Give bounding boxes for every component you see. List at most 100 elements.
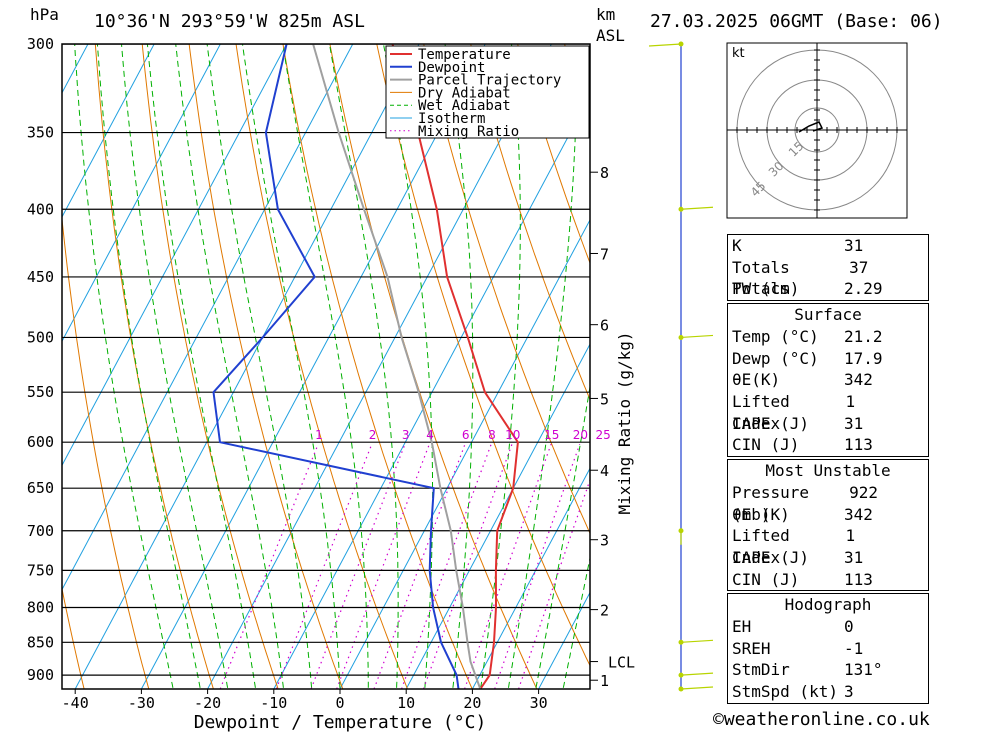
wet-adiabat-line [175, 44, 284, 688]
wet-adiabat-line [241, 44, 341, 688]
most-unstable-table: Most Unstable Pressure (mb) 922 θE (K) 342… [727, 459, 929, 592]
mixing-ratio-line [336, 443, 430, 689]
dry-adiabat-line [62, 586, 85, 689]
mixing-ratio-label: 3 [402, 428, 410, 442]
wet-adiabat-line [562, 555, 590, 688]
pressure-tick-label: 550 [27, 383, 54, 401]
asl-unit-label: ASL [596, 26, 625, 45]
dry-adiabat-line [923, 9, 1000, 690]
hodo-row: StmDir 131° [732, 660, 883, 680]
mixing-ratio-label: 1 [315, 428, 323, 442]
legend-entry: Mixing Ratio [418, 124, 519, 140]
mu-row: CAPE (J) 31 [732, 548, 864, 568]
pressure-tick-label: 650 [27, 479, 54, 497]
isotherm-line [62, 44, 221, 343]
mixing-ratio-label: 10 [505, 428, 520, 442]
km-tick-label: 3 [600, 532, 609, 550]
pressure-tick-label: 400 [27, 200, 54, 218]
mixing-ratio-line [219, 443, 319, 689]
x-tick-label: -40 [62, 694, 89, 712]
hodograph-unit: kt [732, 46, 745, 61]
pressure-tick-label: 450 [27, 268, 54, 286]
wet-adiabat-line [444, 44, 474, 688]
hodo-row: StmSpd (kt) 3 [732, 682, 854, 702]
mixing-ratio-label: 8 [488, 428, 496, 442]
legend-box [385, 45, 590, 139]
km-tick-label: 6 [600, 317, 609, 335]
hodograph-trace [798, 121, 824, 133]
surface-title: Surface [794, 305, 862, 324]
station-location: 10°36'N 293°59'W 825m ASL [94, 11, 365, 32]
pressure-tick-label: 350 [27, 124, 54, 142]
mixing-ratio-line [494, 443, 581, 689]
x-tick-label: -20 [194, 694, 221, 712]
mixing-ratio-line [373, 443, 466, 689]
dry-adiabat-line [235, 44, 408, 689]
mu-row: Pressure (mb) 922 [732, 483, 879, 524]
isotherm-line [62, 44, 89, 94]
isotherm-line [339, 218, 590, 689]
mixing-ratio-label: 15 [544, 428, 559, 442]
wind-barb-shaft [680, 334, 714, 339]
pressure-tick-label: 600 [27, 433, 54, 451]
mixing-ratio-line [464, 443, 552, 689]
mixing-ratio-line [275, 443, 373, 689]
mu-row: CIN (J) 113 [732, 569, 873, 589]
legend-entry: Dewpoint [418, 60, 485, 76]
dry-adiabat-line [0, 9, 19, 690]
km-tick-label: 4 [600, 462, 609, 480]
km-tick-label: 5 [600, 390, 609, 408]
dry-adiabat-line [188, 44, 344, 689]
dry-adiabat-line [94, 44, 214, 689]
wind-barb-shaft [680, 686, 714, 690]
dry-adiabat-line [282, 44, 473, 689]
mixing-ratio-label: 4 [426, 428, 434, 442]
x-tick-label: 10 [397, 694, 415, 712]
dry-adiabat-line [141, 44, 279, 689]
isotherm-line [62, 44, 354, 591]
x-tick-label: -30 [128, 694, 155, 712]
legend-entry: Parcel Trajectory [418, 73, 561, 89]
parcel-trajectory-line [312, 44, 482, 689]
dry-adiabat-line [423, 44, 590, 535]
mu-row: θE (K) 342 [732, 504, 873, 524]
wind-barb-shaft [680, 206, 714, 210]
wet-adiabat-line [480, 44, 521, 688]
x-tick-label: 0 [335, 694, 344, 712]
indices-row-pw: PW (cm) 2.29 [732, 279, 883, 299]
indices-table: K 31 Totals Totals 37 PW (cm) 2.29 [727, 234, 929, 302]
dry-adiabat-line [517, 44, 590, 265]
most-unstable-title: Most Unstable [765, 461, 891, 480]
mixing-ratio-axis-label: Mixing Ratio (g/kg) [615, 331, 634, 514]
mixing-ratio-label: 20 [573, 428, 588, 442]
wet-adiabat-line [535, 384, 590, 688]
forecast-datetime: 27.03.2025 06GMT (Base: 06) [650, 11, 943, 32]
surface-row: Temp (°C) 21.2 [732, 327, 883, 346]
wet-adiabat-line [282, 44, 369, 688]
km-unit-label: km [596, 5, 616, 24]
surface-row: Dewp (°C) 17.9 [732, 348, 883, 368]
dry-adiabat-line [329, 44, 538, 689]
mixing-ratio-line [310, 443, 406, 689]
hodo-row: SREH -1 [732, 638, 864, 658]
copyright-footer: ©weatheronline.co.uk [713, 709, 930, 730]
wet-adiabat-line [508, 44, 578, 688]
isotherm-line [0, 4, 43, 689]
mixing-ratio-label: 6 [462, 428, 470, 442]
pressure-tick-label: 800 [27, 598, 54, 616]
dry-adiabat-line [62, 214, 150, 689]
wind-barb-shaft [680, 672, 714, 676]
pressure-tick-label: 500 [27, 328, 54, 346]
km-tick-label: 7 [600, 245, 609, 263]
surface-row: θE(K) 342 [732, 370, 873, 390]
pressure-tick-label: 900 [27, 666, 54, 684]
surface-row: CAPE (J) 31 [732, 413, 864, 433]
wind-barb-shaft [648, 43, 682, 47]
x-axis-label: Dewpoint / Temperature (°C) [194, 712, 487, 733]
legend-entry: Temperature [418, 47, 511, 63]
hodograph-title: Hodograph [784, 595, 872, 614]
legend-entry: Dry Adiabat [418, 85, 511, 101]
pressure-tick-label: 750 [27, 561, 54, 579]
